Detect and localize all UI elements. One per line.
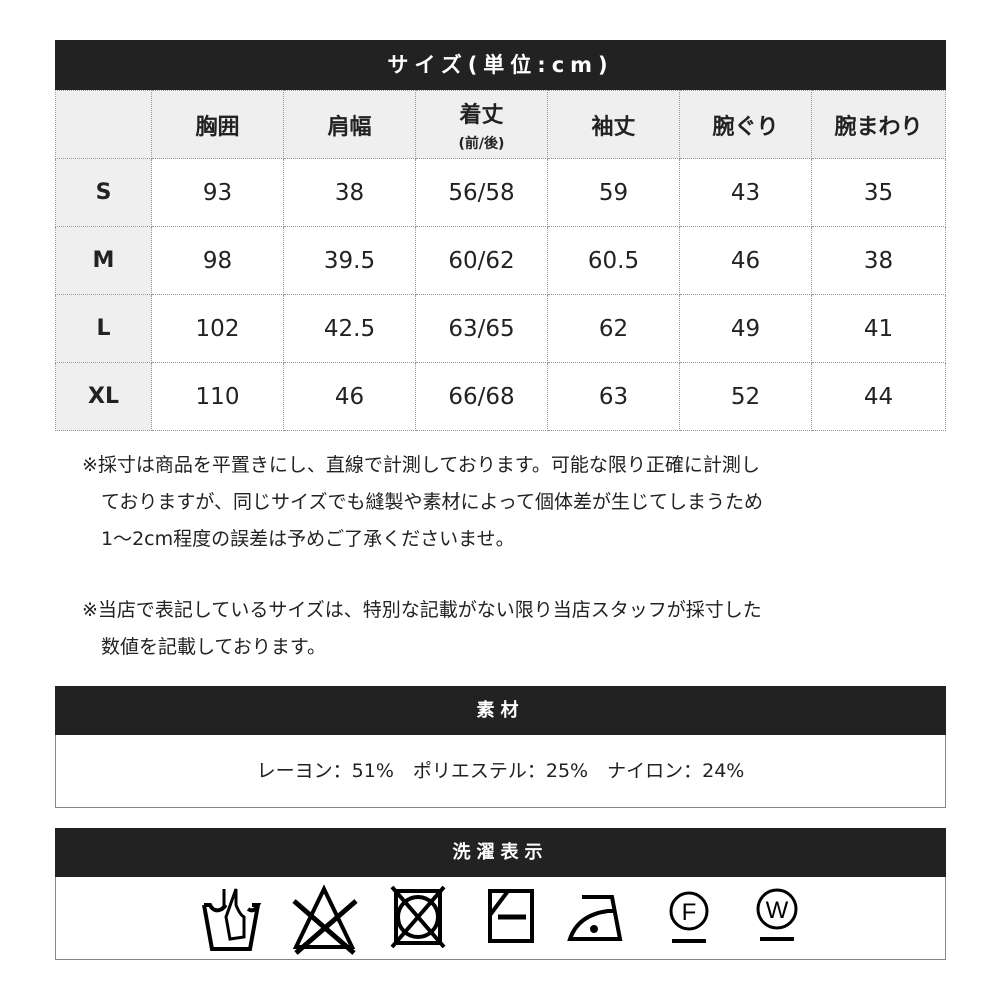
value-cell: 38 xyxy=(811,226,946,295)
header-cell: 袖丈 xyxy=(547,90,680,159)
value-cell: 41 xyxy=(811,294,946,363)
size-table: 胸囲 肩幅 着丈 (前/後) 袖丈 腕ぐり 腕まわり S 93 38 56/58 59 43… xyxy=(55,90,946,431)
laundry-title: 洗濯表示 xyxy=(55,828,946,877)
header-cell: 着丈 (前/後) xyxy=(415,90,548,159)
value-cell: 98 xyxy=(151,226,284,295)
size-label: L xyxy=(55,294,152,363)
value-cell: 46 xyxy=(283,362,416,431)
table-row: XL 110 46 66/68 63 52 44 xyxy=(55,362,946,431)
material-text: レーヨン：51% ポリエステル：25% ナイロン：24% xyxy=(256,760,745,782)
size-label: M xyxy=(55,226,152,295)
svg-text:W: W xyxy=(766,897,789,924)
value-cell: 35 xyxy=(811,158,946,227)
table-row: S 93 38 56/58 59 43 35 xyxy=(55,158,946,227)
table-row: L 102 42.5 63/65 62 49 41 xyxy=(55,294,946,363)
value-cell: 56/58 xyxy=(415,158,548,227)
value-cell: 59 xyxy=(547,158,680,227)
material-title: 素材 xyxy=(55,686,946,735)
size-label: XL xyxy=(55,362,152,431)
corner-cell xyxy=(55,90,152,159)
size-label: S xyxy=(55,158,152,227)
value-cell: 110 xyxy=(151,362,284,431)
svg-text:F: F xyxy=(682,899,697,926)
line-dry-shade-icon xyxy=(488,889,534,943)
size-table-title: サイズ(単位:cm) xyxy=(55,40,946,90)
header-cell: 腕ぐり xyxy=(679,90,812,159)
laundry-box: F W xyxy=(55,877,946,960)
value-cell: 38 xyxy=(283,158,416,227)
value-cell: 49 xyxy=(679,294,812,363)
no-tumble-dry-icon xyxy=(390,885,446,949)
value-cell: 62 xyxy=(547,294,680,363)
value-cell: 52 xyxy=(679,362,812,431)
value-cell: 43 xyxy=(679,158,812,227)
value-cell: 39.5 xyxy=(283,226,416,295)
table-header-row: 胸囲 肩幅 着丈 (前/後) 袖丈 腕ぐり 腕まわり xyxy=(55,90,946,159)
value-cell: 66/68 xyxy=(415,362,548,431)
value-cell: 42.5 xyxy=(283,294,416,363)
value-cell: 102 xyxy=(151,294,284,363)
value-cell: 63/65 xyxy=(415,294,548,363)
value-cell: 44 xyxy=(811,362,946,431)
value-cell: 63 xyxy=(547,362,680,431)
no-bleach-icon xyxy=(292,884,358,955)
value-cell: 46 xyxy=(679,226,812,295)
wet-clean-w-icon: W xyxy=(756,888,798,941)
note-measurement: ※採寸は商品を平置きにし、直線で計測しております。可能な限り正確に計測し ており… xyxy=(82,454,763,550)
table-row: M 98 39.5 60/62 60.5 46 38 xyxy=(55,226,946,295)
hand-wash-icon xyxy=(202,888,262,951)
header-cell: 腕まわり xyxy=(811,90,946,159)
value-cell: 60.5 xyxy=(547,226,680,295)
value-cell: 60/62 xyxy=(415,226,548,295)
note-size-notation: ※当店で表記しているサイズは、特別な記載がない限り当店スタッフが採寸した 数値を… xyxy=(82,599,762,658)
dry-clean-f-icon: F xyxy=(669,891,709,943)
value-cell: 93 xyxy=(151,158,284,227)
header-cell: 胸囲 xyxy=(151,90,284,159)
iron-low-icon xyxy=(567,895,623,941)
header-cell: 肩幅 xyxy=(283,90,416,159)
material-box: レーヨン：51% ポリエステル：25% ナイロン：24% xyxy=(55,735,946,808)
